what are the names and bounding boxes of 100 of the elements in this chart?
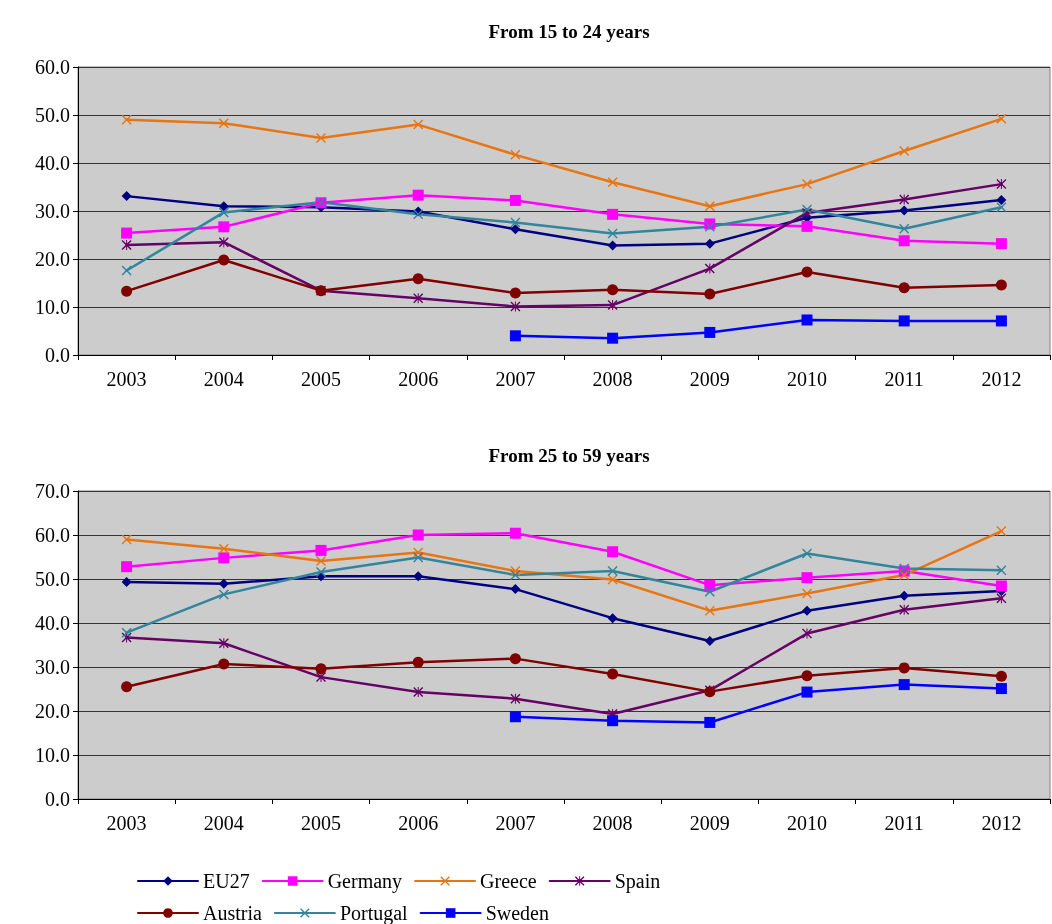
point [218, 552, 230, 564]
y-tick-label: 20.0 [35, 700, 70, 722]
point [704, 288, 716, 300]
point [509, 287, 521, 299]
point [607, 300, 618, 311]
point [510, 217, 521, 228]
point [413, 293, 424, 304]
legend-label: Austria [203, 902, 262, 924]
point [995, 238, 1007, 250]
point [413, 687, 424, 698]
point [121, 227, 133, 239]
x-tick-label: 2006 [398, 368, 439, 390]
y-tick-label: 70.0 [35, 480, 70, 502]
point [121, 191, 132, 202]
y-tick-label: 50.0 [35, 568, 70, 590]
point [121, 285, 133, 297]
x-tick-label: 2003 [106, 812, 147, 834]
point [802, 628, 812, 639]
x-tick-label: 2003 [106, 368, 147, 390]
point [413, 552, 424, 563]
legend-label: Germany [327, 870, 403, 893]
point [218, 254, 230, 266]
point [995, 580, 1007, 592]
point [995, 683, 1007, 695]
y-tick-label: 60.0 [35, 56, 70, 78]
x-tick-label: 2005 [301, 812, 341, 834]
x-tick-label: 2008 [592, 368, 633, 390]
point [995, 279, 1007, 291]
x-tick-label: 2009 [689, 812, 730, 834]
point [607, 332, 619, 344]
x-tick-label: 2011 [884, 812, 924, 834]
point [996, 179, 1007, 190]
point [996, 194, 1007, 205]
point [218, 221, 230, 233]
point [316, 133, 326, 144]
point [704, 326, 716, 338]
point [510, 301, 521, 312]
point [315, 544, 327, 556]
legend-label: Spain [614, 870, 661, 893]
point [899, 590, 910, 601]
point [218, 578, 229, 589]
point [121, 534, 132, 545]
x-tick-label: 2004 [203, 812, 244, 834]
point [510, 693, 521, 704]
point [704, 716, 716, 728]
y-tick-label: 20.0 [35, 248, 70, 270]
point [413, 571, 424, 582]
x-tick-label: 2005 [301, 368, 341, 390]
point [704, 263, 715, 274]
point [218, 543, 229, 554]
point [218, 237, 229, 248]
y-tick-label: 0.0 [45, 788, 70, 810]
point [801, 572, 813, 584]
x-tick-label: 2009 [689, 368, 730, 390]
point [801, 670, 813, 682]
point [607, 546, 619, 558]
point [509, 711, 521, 723]
point [412, 273, 424, 285]
legend-label: EU27 [203, 870, 250, 892]
point [898, 282, 910, 294]
point [510, 584, 521, 595]
point [704, 238, 715, 249]
point [704, 636, 715, 647]
point [316, 566, 326, 577]
legend-label: Sweden [485, 902, 549, 924]
x-tick-label: 2008 [592, 812, 633, 834]
point [412, 656, 424, 668]
point [607, 715, 619, 727]
point [704, 586, 715, 597]
point [607, 177, 618, 188]
point [996, 113, 1007, 124]
y-tick-label: 50.0 [35, 104, 70, 126]
point [510, 570, 521, 581]
point [121, 627, 132, 638]
x-tick-label: 2010 [787, 812, 827, 834]
point [509, 527, 521, 539]
legend-label: Greece [480, 870, 537, 892]
point [412, 189, 424, 201]
x-tick-label: 2012 [981, 368, 1022, 390]
point [899, 146, 910, 156]
point [704, 605, 715, 616]
chart-title: From 15 to 24 years [488, 21, 650, 42]
point [509, 330, 521, 342]
x-tick-label: 2010 [787, 368, 827, 390]
y-tick-label: 40.0 [35, 152, 70, 174]
point [607, 208, 619, 220]
point [898, 315, 910, 327]
point [412, 529, 424, 541]
point [315, 663, 327, 675]
point [898, 235, 910, 247]
point [607, 240, 618, 251]
point [898, 679, 910, 691]
point [510, 149, 521, 160]
point [510, 224, 521, 235]
point [316, 555, 326, 566]
point [218, 638, 229, 649]
y-tick-label: 30.0 [35, 656, 70, 678]
y-tick-label: 10.0 [35, 296, 70, 318]
y-tick-label: 0.0 [45, 344, 70, 366]
y-tick-label: 60.0 [35, 524, 70, 546]
